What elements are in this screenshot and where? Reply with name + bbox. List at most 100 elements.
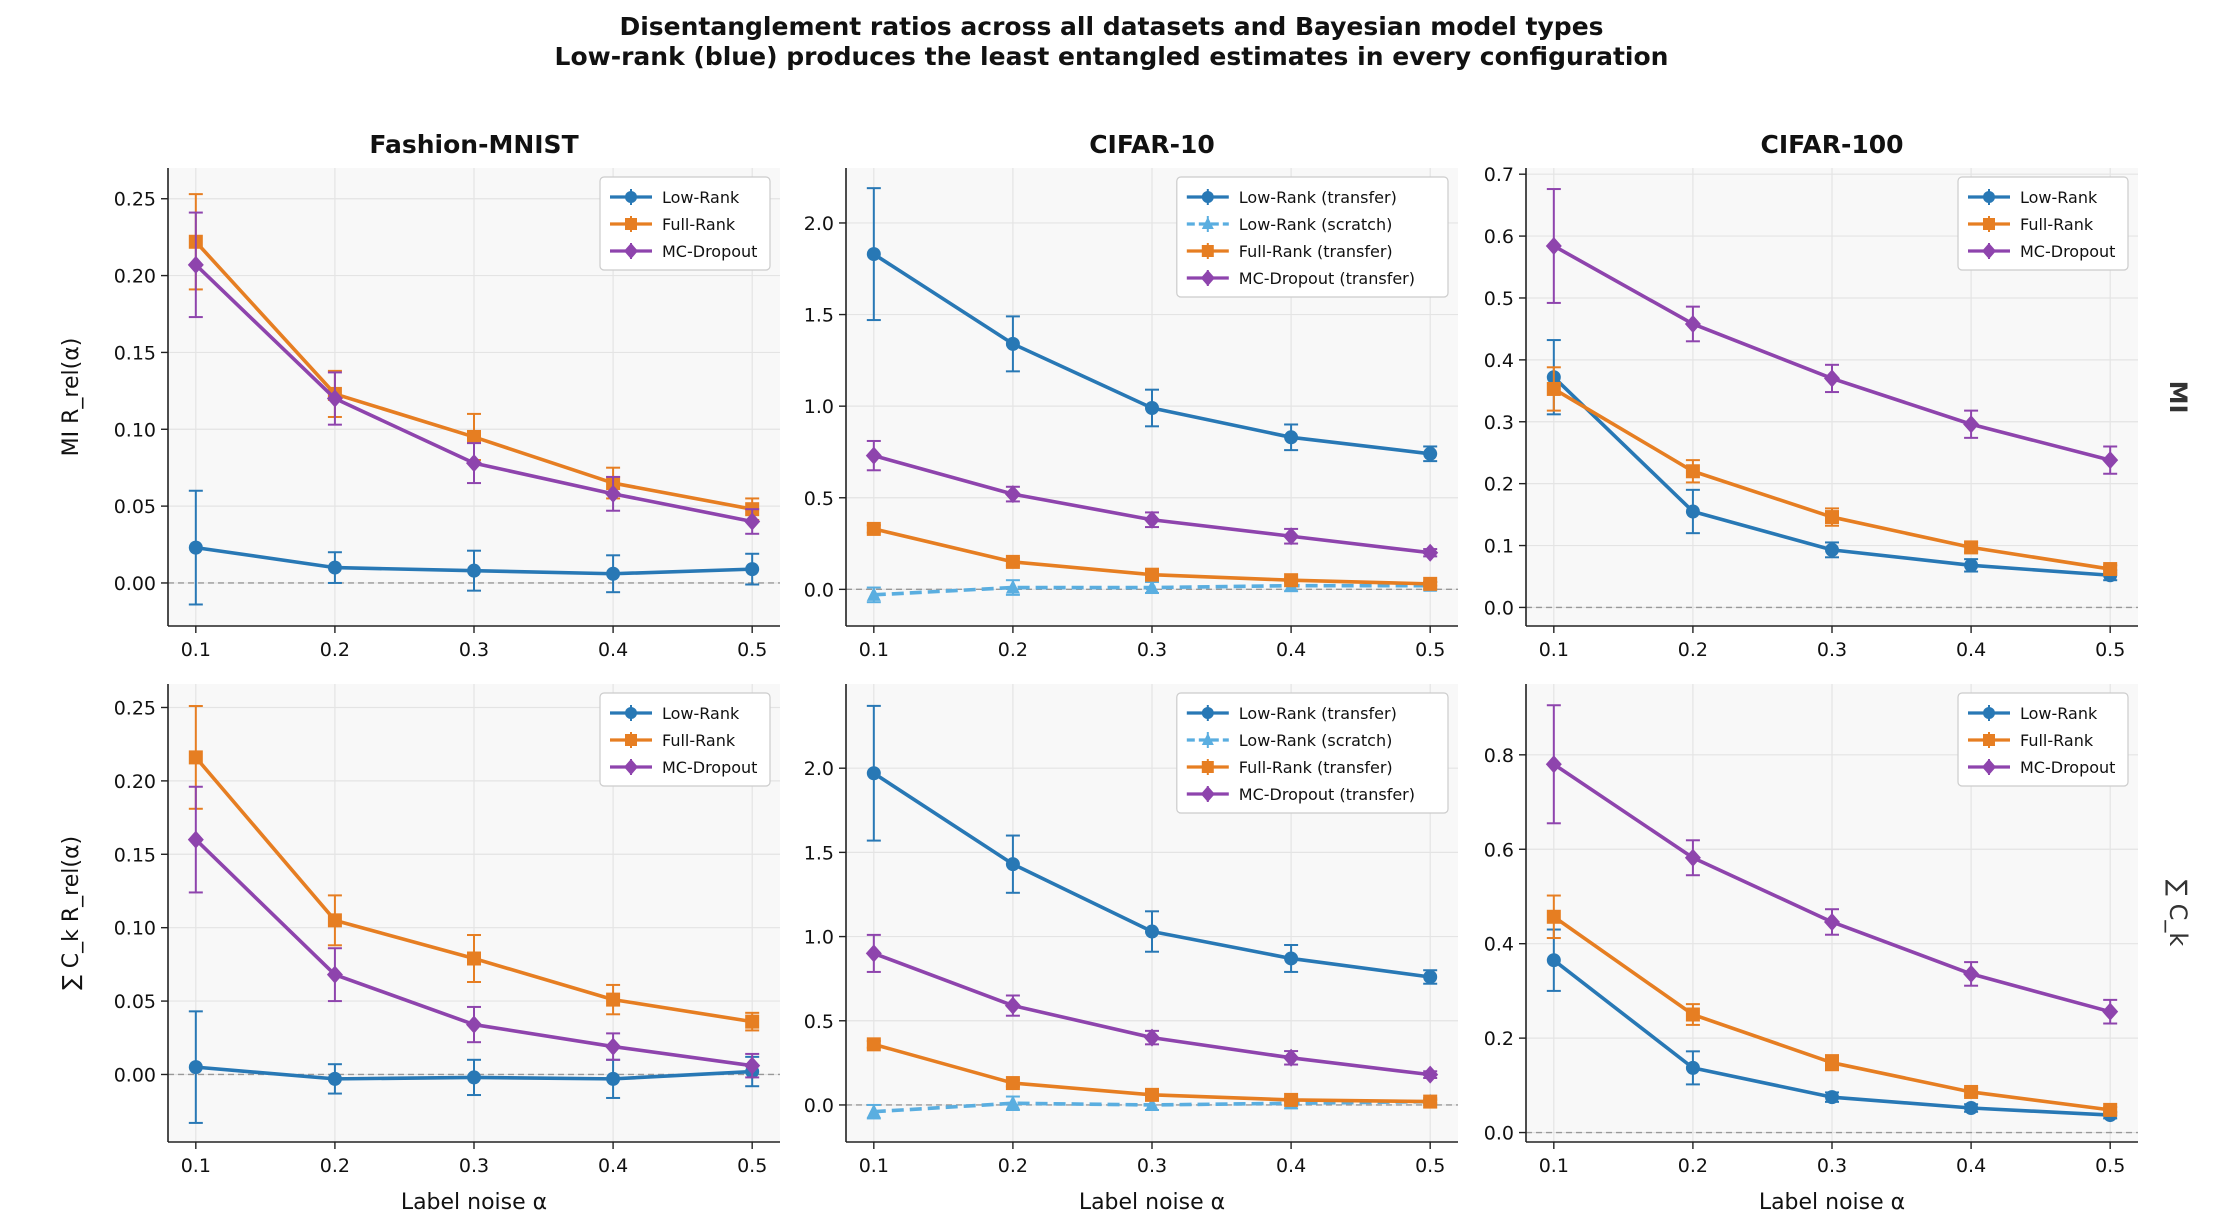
x-tick-label: 0.1 [1539,639,1569,661]
figure-title-line2: Low-rank (blue) produces the least entan… [554,42,1669,71]
legend-label: Full-Rank [2020,731,2094,750]
data-point [1284,573,1299,588]
data-point [606,566,621,581]
x-tick-label: 0.5 [1415,1155,1445,1177]
x-tick-label: 0.1 [181,1155,211,1177]
y-tick-label: 0.05 [114,991,156,1013]
y-tick-label: 0.20 [114,266,156,288]
data-point [605,484,622,503]
data-point [1685,1060,1700,1075]
data-point [1145,400,1159,415]
data-point [467,429,481,444]
legend-box [1957,692,2129,787]
data-point [1423,1094,1438,1109]
data-point [1982,759,1996,775]
data-point [1283,1048,1300,1067]
data-point [866,521,881,536]
data-point [1005,336,1020,351]
series-mc-dropout [1545,188,2119,475]
y-tick-label: 0.0 [1484,597,1514,619]
y-tick-label: 0.3 [1484,412,1514,434]
row-label-sum-ck: ∑ C_k [2164,880,2192,947]
legend: Low-Rank (transfer) Low-Rank (scratch) Ful… [1176,176,1449,298]
series-mc-dropout [187,211,761,535]
data-point [1684,848,1701,867]
x-tick-label: 0.2 [320,1155,350,1177]
data-point [625,218,637,230]
data-point [1145,567,1159,582]
x-axis-label: Label noise α [1759,1190,1905,1215]
legend-label: Full-Rank (transfer) [1239,242,1393,261]
y-tick-label: 0.1 [1484,536,1514,558]
series-mc-dropout [187,785,761,1079]
data-point [1283,527,1300,546]
x-tick-label: 0.4 [598,1155,628,1177]
data-point [1423,446,1438,461]
data-point [625,734,637,746]
x-tick-label: 0.5 [737,639,767,661]
y-tick-label: 0.00 [114,1064,156,1086]
data-point [1964,558,1979,573]
data-point [188,750,203,765]
x-tick-label: 0.1 [1539,1155,1569,1177]
y-tick-label: 0.4 [1484,350,1514,372]
data-point [1145,1087,1159,1102]
data-point [1684,314,1701,333]
series-full-rank-transfer [866,1037,1438,1109]
data-point [606,1071,621,1086]
data-point [1983,734,1995,746]
data-point [1201,217,1214,229]
x-tick-label: 0.3 [1137,1155,1167,1177]
data-point [467,1070,481,1085]
chart-panel: 0.0 0.5 1.0 1.5 2.0 0.1 0.2 0.3 0.4 0.5 Label nois… [804,684,1458,1215]
y-tick-label: 0.00 [114,573,156,595]
data-point [327,1071,342,1086]
data-point [866,1103,881,1118]
y-tick-label: 0.4 [1484,934,1514,956]
data-point [1145,924,1159,939]
data-point [1005,1095,1020,1110]
series-mc-dropout [1545,704,2119,1025]
data-point [1546,381,1561,396]
data-point [865,446,882,465]
data-point [187,830,204,849]
data-point [1201,191,1214,203]
series-low-rank-transfer [866,704,1438,985]
y-tick-label: 1.0 [804,396,834,418]
data-point [466,1015,482,1034]
series-low-rank [188,489,760,606]
legend-label: MC-Dropout [662,758,757,777]
data-point [466,454,482,473]
legend-box [1176,176,1449,298]
data-point [1200,270,1215,286]
y-tick-label: 0.05 [114,496,156,518]
legend-label: MC-Dropout (transfer) [1239,785,1415,804]
y-tick-label: 0.8 [1484,745,1514,767]
data-point [187,255,204,274]
data-point [1685,504,1700,519]
series-mc-dropout-transfer [865,933,1439,1084]
data-point [606,992,621,1007]
data-point [1284,430,1299,445]
data-point [1824,912,1840,931]
x-tick-label: 0.5 [2095,639,2125,661]
data-point [1145,579,1159,594]
data-point [745,1014,760,1029]
data-point [2103,1102,2118,1117]
y-tick-label: 0.25 [114,697,156,719]
data-point [865,944,882,963]
x-tick-label: 0.3 [459,1155,489,1177]
data-point [866,586,881,601]
data-point [2103,562,2118,577]
series-mc-dropout-transfer [865,439,1439,562]
data-point [1201,733,1214,745]
legend-label: Low-Rank (transfer) [1239,704,1397,723]
x-tick-label: 0.3 [1817,1155,1847,1177]
x-tick-label: 0.5 [1415,639,1445,661]
x-axis-label: Label noise α [1079,1190,1225,1215]
x-tick-label: 0.2 [1678,639,1708,661]
data-point [1005,857,1020,872]
y-tick-label: 0.5 [1484,288,1514,310]
data-point [624,759,638,775]
